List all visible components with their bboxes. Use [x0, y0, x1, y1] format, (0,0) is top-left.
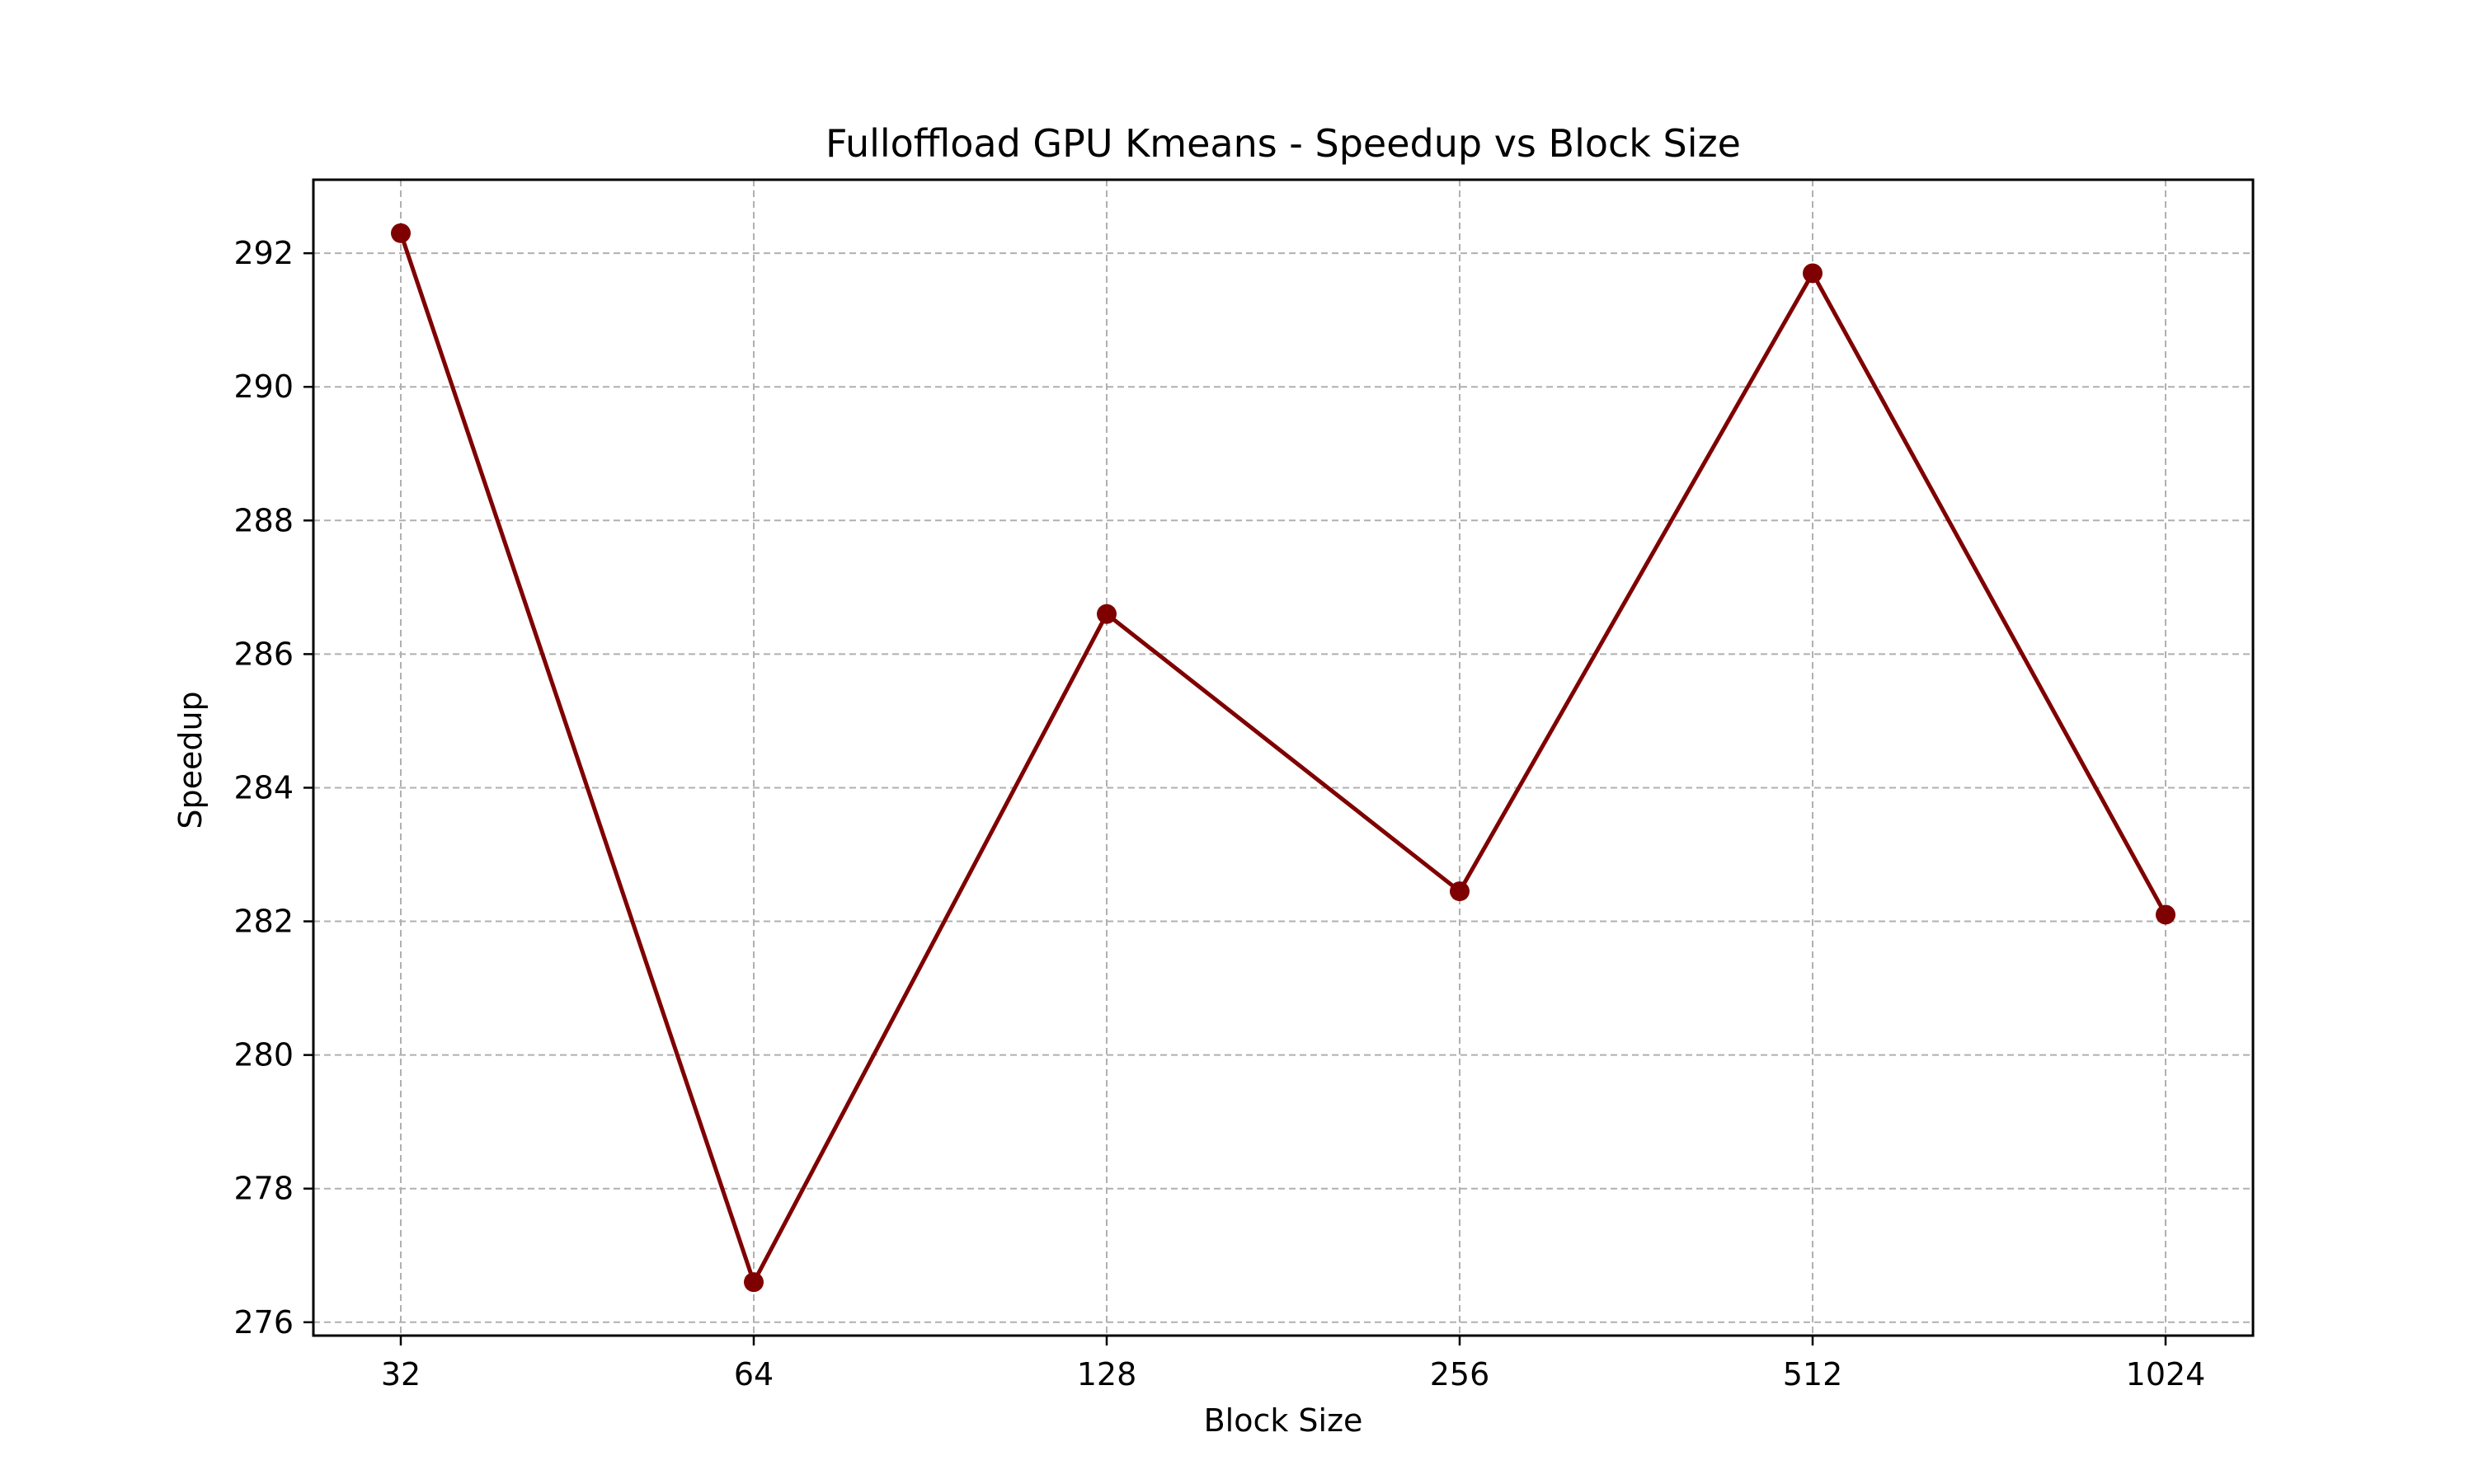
x-tick-label: 128	[1077, 1356, 1137, 1392]
data-point-marker	[391, 223, 411, 243]
x-tick-label: 32	[381, 1356, 421, 1392]
data-point-marker	[1450, 881, 1470, 902]
chart-title: Fulloffload GPU Kmeans - Speedup vs Bloc…	[825, 121, 1741, 166]
y-tick-label: 288	[233, 502, 294, 538]
data-point-marker	[2156, 904, 2175, 925]
y-axis-label: Speedup	[172, 691, 209, 829]
x-axis-label: Block Size	[1204, 1402, 1363, 1439]
plot-area-frame	[312, 178, 2255, 1337]
y-tick-label: 292	[233, 235, 294, 271]
x-tick-label: 512	[1783, 1356, 1843, 1392]
x-tick-label: 64	[734, 1356, 774, 1392]
ticks-layer: 32 64 128 256 512 1024 276 278 280 282 284 286 288 29…	[233, 235, 2205, 1392]
y-tick-label: 290	[233, 369, 294, 405]
data-point-marker	[1803, 263, 1823, 284]
x-tick-label: 1024	[2126, 1356, 2206, 1392]
grid-layer	[313, 180, 2253, 1336]
y-tick-label: 280	[233, 1037, 294, 1073]
y-tick-label: 284	[233, 769, 294, 805]
series-layer	[391, 223, 2175, 1293]
data-point-marker	[744, 1272, 764, 1293]
y-tick-label: 276	[233, 1304, 294, 1341]
x-tick-label: 256	[1430, 1356, 1490, 1392]
y-tick-label: 282	[233, 904, 294, 940]
y-tick-label: 286	[233, 636, 294, 672]
data-point-marker	[1097, 603, 1117, 624]
y-tick-label: 278	[233, 1171, 294, 1207]
series-line	[398, 232, 2168, 1284]
